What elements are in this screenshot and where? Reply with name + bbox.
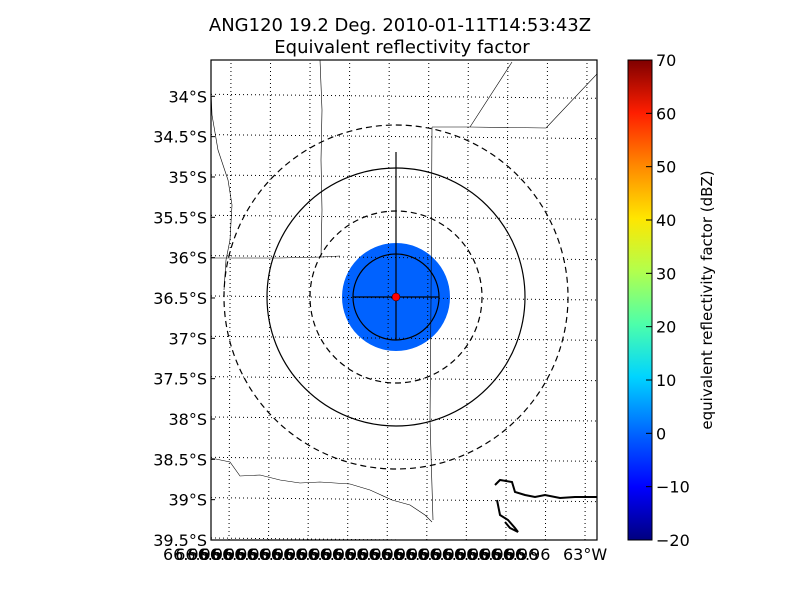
x-tick-label: 66.96	[407, 545, 453, 564]
colorbar-tick-label: 50	[656, 158, 676, 177]
x-tick-label: 66.96	[285, 545, 331, 564]
x-tick-label: 66.96	[370, 545, 416, 564]
x-tick-label: 66.96	[395, 545, 441, 564]
lon-grid-line	[584, 60, 588, 540]
x-tick-label: 66.96	[163, 545, 209, 564]
x-tick-label: 66.96	[505, 545, 551, 564]
lon-grid-line	[465, 60, 469, 540]
lat-grid-line	[211, 295, 597, 301]
x-tick-label: 66.96	[383, 545, 429, 564]
x-tick-label: 66.96	[200, 545, 246, 564]
lat-grid-line	[211, 214, 597, 220]
x-tick-label: 66.96	[346, 545, 392, 564]
lon-grid-line	[426, 60, 430, 540]
lat-grid-line	[211, 255, 597, 261]
colorbar-tick-label: 10	[656, 371, 676, 390]
x-tick-label: 66.96	[297, 545, 343, 564]
x-tick-label: 66.96	[419, 545, 465, 564]
x-tick-label: 66.96	[309, 545, 355, 564]
colorbar: −20 −10 0 10 20 30 40 50 60 70 equivalent reflect…	[627, 51, 716, 550]
chart-subtitle: Equivalent reflectivity factor	[274, 37, 530, 58]
lat-grid-line	[211, 335, 597, 341]
y-tick-label: 39°S	[168, 491, 207, 510]
lat-grid-line	[211, 537, 453, 540]
x-tick-label: 66.96	[444, 545, 490, 564]
y-tick-label: 35.5°S	[153, 208, 207, 227]
colorbar-label: equivalent reflectivity factor (dBZ)	[698, 170, 716, 429]
x-tick-label: 66.96	[236, 545, 282, 564]
lon-grid-line	[268, 60, 272, 540]
lat-grid-line	[211, 416, 597, 422]
lat-grid-line	[211, 93, 597, 99]
y-tick-label: 35°S	[168, 168, 207, 187]
y-tick-label: 34°S	[168, 87, 207, 106]
grid	[211, 60, 597, 540]
colorbar-tick-label: −20	[656, 531, 690, 550]
colorbar-tick-label: 20	[656, 318, 676, 337]
lon-grid-line	[347, 60, 351, 540]
x-tick-label: 66.96	[492, 545, 538, 564]
x-tick-label: 66.96	[334, 545, 380, 564]
borders	[211, 60, 597, 523]
colorbar-tick-label: 0	[656, 424, 666, 443]
map-frame	[210, 59, 598, 541]
x-tick-label: 66.96	[248, 545, 294, 564]
radar-site-marker	[391, 292, 401, 302]
x-tick-label: 66.96	[187, 545, 233, 564]
x-tick-label: 66.96	[322, 545, 368, 564]
lat-grid-line	[211, 134, 597, 140]
colorbar-tick-label: −10	[656, 478, 690, 497]
coastline	[494, 478, 597, 500]
y-tick-label: 34.5°S	[153, 128, 207, 147]
lat-grid-line	[211, 174, 597, 180]
y-axis: 34°S 34.5°S 35°S 35.5°S 36°S 36.5°S 37°S 37.5°S…	[153, 87, 215, 550]
x-tick-label: 66.96	[273, 545, 319, 564]
lon-grid-line	[386, 60, 390, 540]
x-tick-label: 66.96	[431, 545, 477, 564]
x-tick-label: 66.96	[224, 545, 270, 564]
x-tick-label: 66.96	[175, 545, 221, 564]
x-tick-label: 66.96	[468, 545, 514, 564]
colorbar-tick-label: 60	[656, 104, 676, 123]
y-tick-label: 37°S	[168, 329, 207, 348]
y-tick-label: 36.5°S	[153, 289, 207, 308]
lon-grid-line	[505, 60, 509, 540]
y-tick-label: 38°S	[168, 410, 207, 429]
lat-grid-line	[211, 456, 597, 462]
x-tick-label: 66.96	[456, 545, 502, 564]
y-tick-label: 38.5°S	[153, 450, 207, 469]
lon-grid-line	[228, 60, 232, 540]
lat-grid-line	[211, 497, 597, 503]
colorbar-tick-label: 30	[656, 264, 676, 283]
y-tick-label: 39.5°S	[153, 531, 207, 550]
colorbar-tick-label: 70	[656, 51, 676, 70]
colorbar-tick-label: 40	[656, 211, 676, 230]
x-tick-label: 66.96	[212, 545, 258, 564]
x-tick-label: 63°W	[563, 545, 607, 564]
x-tick-label: 66.96	[480, 545, 526, 564]
lat-grid-line	[211, 376, 597, 382]
y-tick-label: 36°S	[168, 249, 207, 268]
map-area	[211, 60, 597, 540]
y-tick-label: 37.5°S	[153, 370, 207, 389]
x-tick-label: 66.96	[261, 545, 307, 564]
x-axis: 66.9666.9666.9666.9666.9666.9666.9666.96…	[163, 545, 607, 564]
chart-title: ANG120 19.2 Deg. 2010-01-11T14:53:43Z	[209, 15, 591, 36]
lon-grid-line	[307, 60, 311, 540]
lon-grid-line	[544, 60, 548, 540]
x-tick-label: 66.96	[358, 545, 404, 564]
